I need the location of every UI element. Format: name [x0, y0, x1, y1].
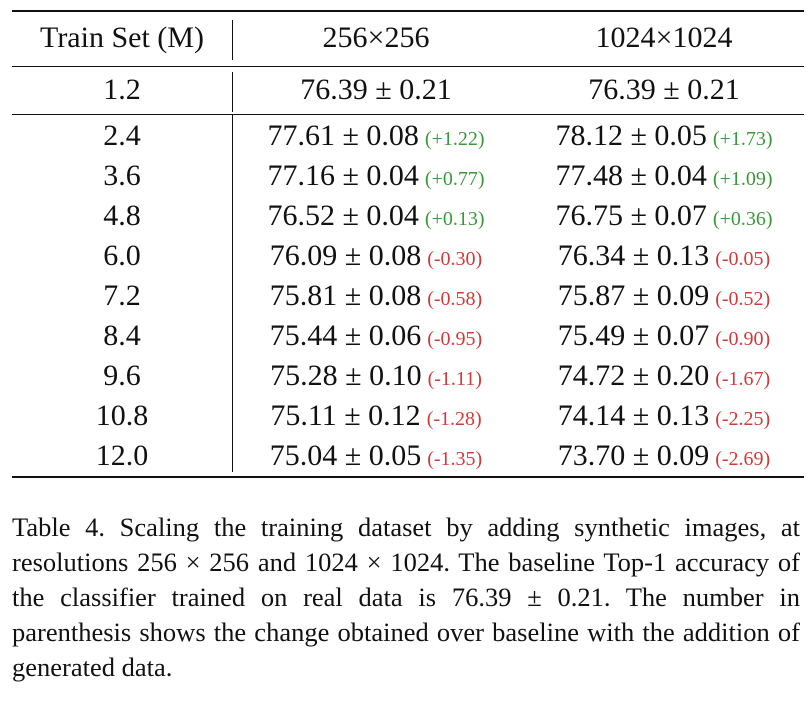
baseline-row: 1.2 76.39 ± 0.21 76.39 ± 0.21 — [12, 70, 804, 110]
res-256-cell: 75.04 ± 0.05 (-1.35) — [238, 436, 514, 476]
res-1024-cell: 73.70 ± 0.09 (-2.69) — [524, 436, 804, 476]
res-256-value: 75.11 ± 0.12 — [270, 399, 421, 432]
table-row: 12.0 75.04 ± 0.05 (-1.35) 73.70 ± 0.09 (-2.6… — [12, 436, 804, 476]
table-row: 9.6 75.28 ± 0.10 (-1.11) 74.72 ± 0.20 (-1.67… — [12, 356, 804, 396]
res-256-value: 75.81 ± 0.08 — [269, 279, 422, 312]
res-1024-delta: (-0.52) — [715, 288, 771, 310]
res-256-value: 76.09 ± 0.08 — [269, 239, 422, 272]
train-set-cell: 3.6 — [103, 159, 141, 192]
res-1024-delta: (+1.73) — [712, 128, 773, 150]
top-rule — [12, 10, 804, 12]
train-set-cell: 10.8 — [95, 399, 149, 432]
res-1024-cell: 74.14 ± 0.13 (-2.25) — [524, 396, 804, 436]
res-1024-cell: 75.49 ± 0.07 (-0.90) — [524, 316, 804, 356]
res-256-value: 77.16 ± 0.04 — [267, 159, 419, 192]
res-1024-delta: (+1.09) — [712, 168, 773, 190]
table-row: 8.4 75.44 ± 0.06 (-0.95) 75.49 ± 0.07 (-0.90… — [12, 316, 804, 356]
table-row: 7.2 75.81 ± 0.08 (-0.58) 75.87 ± 0.09 (-0.52… — [12, 276, 804, 316]
res-256-value: 77.61 ± 0.08 — [267, 119, 419, 152]
res-1024-value: 75.87 ± 0.09 — [557, 279, 710, 312]
table-caption: Table 4. Scaling the training dataset by… — [12, 512, 800, 682]
res-256-cell: 77.61 ± 0.08 (+1.22) — [238, 116, 514, 156]
res-1024-cell: 75.87 ± 0.09 (-0.52) — [524, 276, 804, 316]
res-1024-delta: (-2.69) — [715, 448, 771, 470]
res-1024-value: 74.14 ± 0.13 — [557, 399, 710, 432]
train-set-cell: 9.6 — [103, 359, 141, 392]
res-256-cell: 75.28 ± 0.10 (-1.11) — [238, 356, 514, 396]
res-256-cell: 76.52 ± 0.04 (+0.13) — [238, 196, 514, 236]
bottom-rule — [12, 476, 804, 478]
table-row: 10.8 75.11 ± 0.12 (-1.28) 74.14 ± 0.13 (-2.2… — [12, 396, 804, 436]
res-256-value: 75.04 ± 0.05 — [269, 439, 422, 472]
res-256-delta: (-1.28) — [426, 408, 482, 430]
res-1024-value: 75.49 ± 0.07 — [557, 319, 710, 352]
res-1024-delta: (-1.67) — [715, 368, 771, 390]
header-column-divider — [232, 20, 233, 60]
res-1024-value: 76.34 ± 0.13 — [557, 239, 710, 272]
train-set-cell: 7.2 — [103, 279, 141, 312]
res-256-cell: 77.16 ± 0.04 (+0.77) — [238, 156, 514, 196]
header-res-256: 256×256 — [322, 21, 430, 54]
table-row: 4.8 76.52 ± 0.04 (+0.13) 76.75 ± 0.07 (+0.36… — [12, 196, 804, 236]
res-1024-delta: (-0.05) — [715, 248, 771, 270]
res-256-cell: 75.11 ± 0.12 (-1.28) — [238, 396, 514, 436]
res-256-value: 75.44 ± 0.06 — [269, 319, 422, 352]
baseline-1024: 76.39 ± 0.21 — [588, 73, 740, 106]
res-256-delta: (+1.22) — [424, 128, 485, 150]
res-256-delta: (-1.35) — [427, 448, 483, 470]
train-set-cell: 4.8 — [103, 199, 141, 232]
res-256-delta: (-0.58) — [427, 288, 483, 310]
res-1024-delta: (-0.90) — [715, 328, 771, 350]
res-256-value: 76.52 ± 0.04 — [267, 199, 419, 232]
header-rule — [12, 66, 804, 67]
res-256-value: 75.28 ± 0.10 — [270, 359, 422, 392]
baseline-256: 76.39 ± 0.21 — [300, 73, 452, 106]
res-256-cell: 75.81 ± 0.08 (-0.58) — [238, 276, 514, 316]
header-train-set: Train Set (M) — [40, 21, 204, 54]
res-1024-delta: (-2.25) — [715, 408, 771, 430]
res-1024-value: 78.12 ± 0.05 — [555, 119, 707, 152]
header-row: Train Set (M) 256×256 1024×1024 — [12, 18, 804, 58]
res-256-delta: (+0.77) — [424, 168, 485, 190]
res-256-delta: (-1.11) — [427, 368, 482, 390]
res-256-delta: (-0.95) — [427, 328, 483, 350]
baseline-rule — [12, 114, 804, 115]
res-256-cell: 76.09 ± 0.08 (-0.30) — [238, 236, 514, 276]
baseline-train: 1.2 — [103, 73, 141, 106]
res-1024-cell: 76.34 ± 0.13 (-0.05) — [524, 236, 804, 276]
train-set-cell: 12.0 — [95, 439, 149, 472]
table-row: 6.0 76.09 ± 0.08 (-0.30) 76.34 ± 0.13 (-0.05… — [12, 236, 804, 276]
table-row: 2.4 77.61 ± 0.08 (+1.22) 78.12 ± 0.05 (+1.73… — [12, 116, 804, 156]
res-256-delta: (+0.13) — [424, 208, 485, 230]
res-1024-value: 76.75 ± 0.07 — [555, 199, 707, 232]
train-set-cell: 8.4 — [103, 319, 141, 352]
res-256-cell: 75.44 ± 0.06 (-0.95) — [238, 316, 514, 356]
table-row: 3.6 77.16 ± 0.04 (+0.77) 77.48 ± 0.04 (+1.09… — [12, 156, 804, 196]
res-1024-value: 74.72 ± 0.20 — [557, 359, 710, 392]
res-1024-cell: 78.12 ± 0.05 (+1.73) — [524, 116, 804, 156]
res-1024-value: 73.70 ± 0.09 — [557, 439, 710, 472]
res-1024-cell: 74.72 ± 0.20 (-1.67) — [524, 356, 804, 396]
res-1024-delta: (+0.36) — [712, 208, 773, 230]
train-set-cell: 2.4 — [103, 119, 141, 152]
body-column-divider — [232, 114, 233, 472]
res-256-delta: (-0.30) — [427, 248, 483, 270]
res-1024-cell: 76.75 ± 0.07 (+0.36) — [524, 196, 804, 236]
res-1024-cell: 77.48 ± 0.04 (+1.09) — [524, 156, 804, 196]
train-set-cell: 6.0 — [103, 239, 141, 272]
baseline-column-divider — [232, 72, 233, 112]
header-res-1024: 1024×1024 — [595, 21, 733, 54]
res-1024-value: 77.48 ± 0.04 — [555, 159, 707, 192]
